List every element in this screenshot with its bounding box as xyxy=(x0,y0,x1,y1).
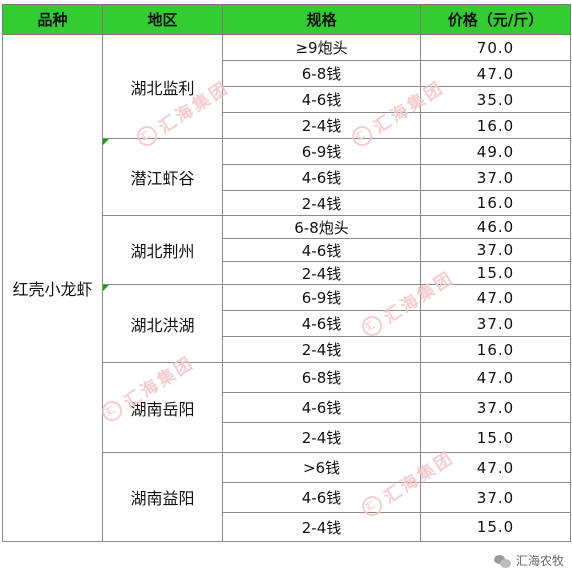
price-cell: 49.0 xyxy=(420,138,571,165)
table-header-row: 品种 地区 规格 价格（元/斤） xyxy=(2,4,571,35)
region-cell: 湖南益阳 xyxy=(102,452,223,542)
price-cell: 37.0 xyxy=(420,164,571,191)
table-row: 湖南益阳 >6钱 47.0 xyxy=(3,452,571,542)
price-cell: 16.0 xyxy=(420,112,571,139)
spec-cell: 2-4钱 xyxy=(222,190,421,216)
price-cell: 37.0 xyxy=(420,238,571,262)
price-cell: 37.0 xyxy=(420,482,571,513)
spec-cell: 6-8钱 xyxy=(222,60,421,87)
wechat-icon xyxy=(493,554,512,568)
price-cell: 37.0 xyxy=(420,392,571,423)
price-cell: 47.0 xyxy=(420,362,571,393)
header-region: 地区 xyxy=(102,4,223,35)
table-row: 2-4钱 16.0 xyxy=(3,190,571,216)
spec-cell: 4-6钱 xyxy=(222,238,421,262)
header-price: 价格（元/斤） xyxy=(420,4,571,35)
spec-cell: 4-6钱 xyxy=(222,310,421,337)
region-cell: 湖南岳阳 xyxy=(102,362,223,453)
spec-cell: 2-4钱 xyxy=(222,261,421,285)
table-row: 2-4钱 15.0 xyxy=(3,261,571,285)
price-cell: 70.0 xyxy=(420,34,571,61)
header-spec: 规格 xyxy=(222,4,421,35)
cell-marker-icon xyxy=(103,285,109,291)
region-cell: 湖北监利 xyxy=(102,34,223,139)
table-row: 6-8钱 47.0 xyxy=(3,60,571,87)
price-cell: 47.0 xyxy=(420,452,571,483)
spec-cell: ≥9炮头 xyxy=(222,34,421,61)
spec-cell: 2-4钱 xyxy=(222,112,421,139)
category-cell: 红壳小龙虾 xyxy=(2,34,103,542)
region-cell: 湖北荆州 xyxy=(102,215,223,285)
price-cell: 15.0 xyxy=(420,261,571,285)
table-row: 4-6钱 37.0 xyxy=(3,164,571,191)
spec-cell: 2-4钱 xyxy=(222,512,421,542)
price-cell: 35.0 xyxy=(420,86,571,113)
table-row: 2-4钱 16.0 xyxy=(3,336,571,363)
table-row: 4-6钱 35.0 xyxy=(3,86,571,113)
spec-cell: 6-9钱 xyxy=(222,284,421,311)
spec-cell: 6-9钱 xyxy=(222,138,421,165)
footer-brand-name: 汇海农牧 xyxy=(515,554,564,568)
price-cell: 47.0 xyxy=(420,60,571,87)
table-row: 红壳小龙虾 湖北监利 ≥9炮头 70.0 xyxy=(2,34,571,542)
spec-cell: 4-6钱 xyxy=(222,392,421,423)
spec-cell: >6钱 xyxy=(222,452,421,483)
table-row: 潜江虾谷 6-9钱 49.0 xyxy=(3,138,571,216)
price-cell: 46.0 xyxy=(420,215,571,239)
price-table: 品种 地区 规格 价格（元/斤） 红壳小龙虾 湖北监利 ≥9炮头 70.0 6-8钱 47… xyxy=(2,4,571,542)
spec-cell: 2-4钱 xyxy=(222,336,421,363)
region-cell: 潜江虾谷 xyxy=(102,138,223,216)
table-row: 2-4钱 15.0 xyxy=(3,512,571,542)
table-row: 湖北荆州 6-8炮头 46.0 xyxy=(3,215,571,285)
header-variety: 品种 xyxy=(2,4,103,35)
table-row: 2-4钱 16.0 xyxy=(3,112,571,139)
price-cell: 37.0 xyxy=(420,310,571,337)
table-row: 4-6钱 37.0 xyxy=(3,310,571,337)
price-cell: 47.0 xyxy=(420,284,571,311)
spec-cell: 6-8钱 xyxy=(222,362,421,393)
footer-brand: 汇海农牧 xyxy=(493,552,564,569)
price-cell: 16.0 xyxy=(420,190,571,216)
cell-marker-icon xyxy=(103,139,109,145)
spec-cell: 4-6钱 xyxy=(222,86,421,113)
price-cell: 15.0 xyxy=(420,422,571,453)
spec-cell: 6-8炮头 xyxy=(222,215,421,239)
price-cell: 15.0 xyxy=(420,512,571,542)
table-body: 红壳小龙虾 湖北监利 ≥9炮头 70.0 6-8钱 47.0 4-6钱 35.0 2-4钱 16.… xyxy=(2,34,571,542)
spec-cell: 4-6钱 xyxy=(222,164,421,191)
region-cell: 湖北洪湖 xyxy=(102,284,223,363)
spec-cell: 4-6钱 xyxy=(222,482,421,513)
spec-cell: 2-4钱 xyxy=(222,422,421,453)
price-cell: 16.0 xyxy=(420,336,571,363)
table-row: 湖北洪湖 6-9钱 47.0 xyxy=(3,284,571,363)
